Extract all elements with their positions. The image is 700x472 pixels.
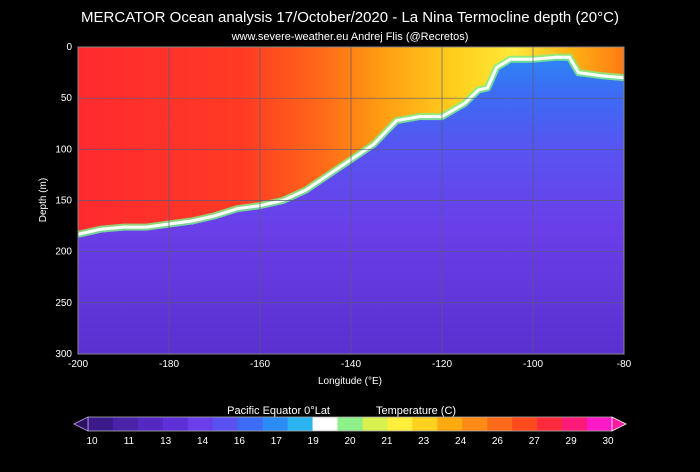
colorbar-swatch <box>562 417 588 431</box>
chart-subtitle: www.severe-weather.eu Andrej Flis (@Recr… <box>231 31 469 43</box>
y-axis-label: Depth (m) <box>38 178 49 222</box>
colorbar-label-left: Pacific Equator 0°Lat <box>227 405 330 417</box>
colorbar-swatch <box>437 417 463 431</box>
chart-title: MERCATOR Ocean analysis 17/October/2020 … <box>81 9 619 26</box>
colorbar-tick-label: 14 <box>197 436 209 447</box>
colorbar-tick-label: 19 <box>308 436 320 447</box>
y-tick-label: 250 <box>55 298 72 309</box>
colorbar-tick-label: 17 <box>271 436 283 447</box>
colorbar: 10 11 13 14 16 17 19 20 21 23 24 26 27 29 30 <box>73 416 627 447</box>
colorbar-tick-label: 30 <box>602 436 614 447</box>
y-tick-label: 200 <box>55 247 72 258</box>
colorbar-swatch <box>187 417 214 431</box>
colorbar-min-arrow <box>73 416 89 432</box>
colorbar-label-right: Temperature (C) <box>376 405 456 417</box>
y-tick-label: 0 <box>66 42 72 53</box>
colorbar-swatch <box>387 417 413 431</box>
colorbar-tick-label: 29 <box>566 436 578 447</box>
plot-area <box>78 47 624 354</box>
colorbar-swatch <box>237 417 264 431</box>
y-axis: 0 50 100 150 200 250 300 <box>55 42 72 360</box>
colorbar-swatch <box>212 417 239 431</box>
colorbar-swatch <box>412 417 438 431</box>
x-axis-label: Longitude (°E) <box>318 376 382 387</box>
y-tick-label: 100 <box>55 144 72 155</box>
colorbar-swatch <box>512 417 538 431</box>
isotherm-20c-line <box>78 55 624 236</box>
colorbar-swatch <box>287 417 314 431</box>
x-tick-label: -100 <box>523 359 543 370</box>
colorbar-tick-label: 16 <box>234 436 246 447</box>
colorbar-swatch <box>162 417 189 431</box>
colorbar-swatch <box>462 417 488 431</box>
colorbar-tick-label: 21 <box>381 436 393 447</box>
colorbar-swatch <box>587 417 613 431</box>
x-axis: -200 -180 -160 -140 -120 -100 -80 <box>68 359 632 370</box>
colorbar-max-arrow <box>611 416 627 432</box>
colorbar-swatch <box>537 417 563 431</box>
x-tick-label: -80 <box>617 359 632 370</box>
colorbar-swatch <box>262 417 289 431</box>
colorbar-tick-label: 26 <box>492 436 504 447</box>
colorbar-tick-label: 24 <box>455 436 467 447</box>
x-tick-label: -120 <box>432 359 452 370</box>
colorbar-swatch <box>312 417 339 431</box>
colorbar-tick-label: 27 <box>529 436 541 447</box>
grid <box>78 47 624 354</box>
colorbar-tick-label: 23 <box>418 436 430 447</box>
y-tick-label: 150 <box>55 196 72 207</box>
x-tick-label: -180 <box>159 359 179 370</box>
plot-frame <box>77 46 625 355</box>
y-tick-label: 50 <box>61 93 73 104</box>
colorbar-swatch <box>487 417 513 431</box>
colorbar-swatch <box>362 417 389 431</box>
x-tick-label: -160 <box>250 359 270 370</box>
colorbar-tick-label: 20 <box>344 436 356 447</box>
colorbar-swatch <box>137 417 164 431</box>
colorbar-tick-label: 11 <box>124 436 135 447</box>
colorbar-tick-label: 10 <box>86 436 98 447</box>
colorbar-tick-label: 13 <box>160 436 172 447</box>
colorbar-swatch <box>112 417 139 431</box>
colorbar-swatch <box>88 417 114 431</box>
y-tick-label: 300 <box>55 349 72 360</box>
colorbar-swatch <box>337 417 364 431</box>
x-tick-label: -140 <box>341 359 361 370</box>
x-tick-label: -200 <box>68 359 88 370</box>
